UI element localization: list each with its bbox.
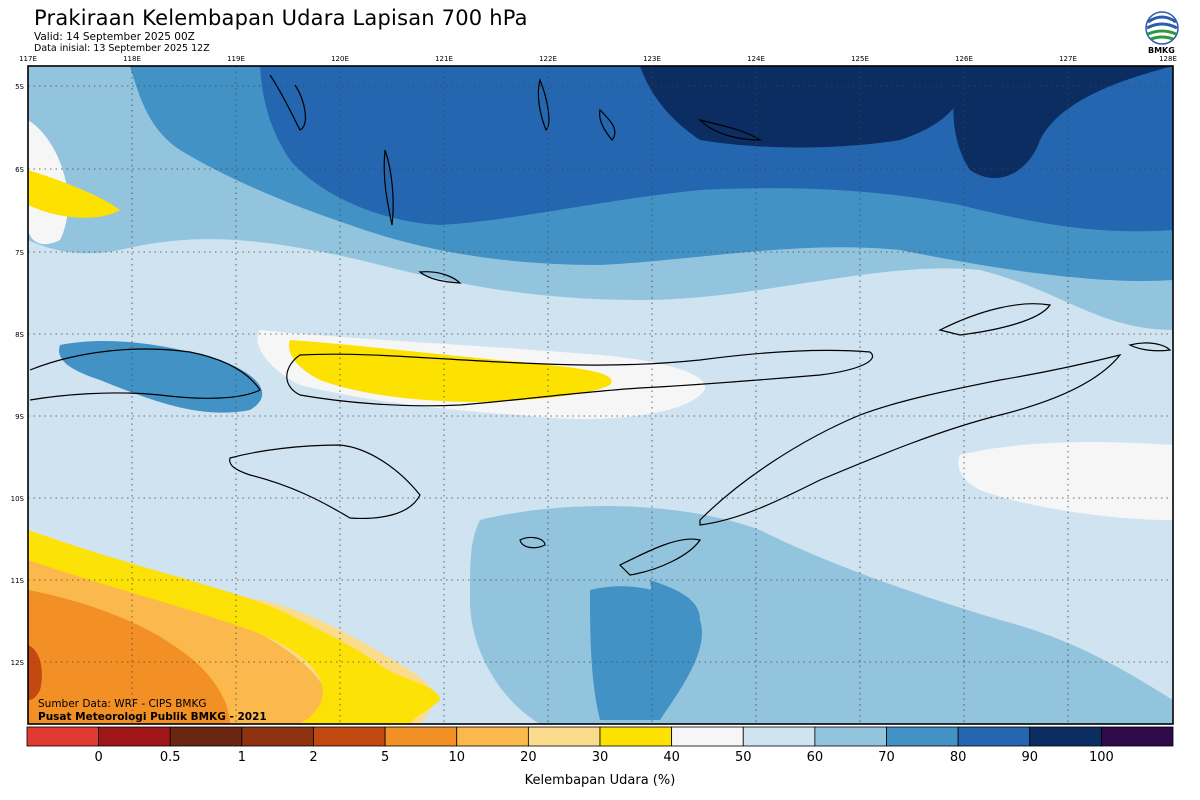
colorbar-tick-label: 50 bbox=[735, 750, 752, 765]
colorbar-tick-label: 100 bbox=[1089, 750, 1114, 765]
colorbar-swatch bbox=[169, 726, 243, 747]
graticule bbox=[28, 66, 1173, 724]
lon-label: 126E bbox=[955, 55, 973, 63]
coastlines bbox=[29, 74, 1172, 576]
colorbar-swatch bbox=[599, 726, 673, 747]
colorbar-title: Kelembapan Udara (%) bbox=[524, 773, 676, 788]
lat-label: 10S bbox=[11, 495, 25, 503]
colorbar-swatch bbox=[527, 726, 601, 747]
lon-label: 117E bbox=[19, 55, 37, 63]
colorbar-swatch bbox=[886, 726, 959, 747]
colorbar bbox=[26, 726, 1174, 747]
colorbar-tick-label: 10 bbox=[448, 750, 465, 765]
colorbar-swatch bbox=[1100, 726, 1174, 747]
colorbar-tick-label: 0.5 bbox=[160, 750, 181, 765]
colorbar-swatch bbox=[384, 726, 458, 747]
lat-label: 12S bbox=[11, 659, 25, 667]
colorbar-tick-label: 20 bbox=[520, 750, 537, 765]
colorbar-tick-label: 0 bbox=[94, 750, 102, 765]
bmkg-logo-icon bbox=[1145, 11, 1179, 45]
lon-label: 123E bbox=[643, 55, 661, 63]
valid-time: Valid: 14 September 2025 00Z bbox=[34, 31, 195, 43]
lon-label: 119E bbox=[227, 55, 245, 63]
lon-labels: 117E 118E 119E 120E 121E 122E 123E 124E … bbox=[19, 55, 1177, 63]
colorbar-swatch bbox=[814, 726, 887, 747]
colorbar-tick-label: 70 bbox=[878, 750, 895, 765]
colorbar-swatch bbox=[957, 726, 1031, 747]
colorbar-swatch bbox=[241, 726, 314, 747]
logo-label: BMKG bbox=[1148, 46, 1175, 55]
colorbar-swatch bbox=[26, 726, 100, 747]
data-source: Sumber Data: WRF - CIPS BMKG bbox=[38, 698, 207, 710]
lon-label: 120E bbox=[331, 55, 349, 63]
colorbar-tick-label: 1 bbox=[238, 750, 246, 765]
lon-label: 121E bbox=[435, 55, 453, 63]
lat-label: 6S bbox=[15, 166, 24, 174]
colorbar-tick-label: 5 bbox=[381, 750, 389, 765]
colorbar-swatch bbox=[456, 726, 529, 747]
colorbar-tick-label: 60 bbox=[807, 750, 824, 765]
lon-label: 125E bbox=[851, 55, 869, 63]
organization-credit: Pusat Meteorologi Publik BMKG - 2021 bbox=[38, 711, 267, 723]
colorbar-tick-label: 2 bbox=[309, 750, 317, 765]
lon-label: 127E bbox=[1059, 55, 1077, 63]
lat-label: 9S bbox=[15, 413, 24, 421]
lat-label: 8S bbox=[15, 331, 24, 339]
lat-label: 11S bbox=[11, 577, 25, 585]
initial-time: Data inisial: 13 September 2025 12Z bbox=[34, 43, 210, 54]
colorbar-swatch bbox=[98, 726, 171, 747]
colorbar-ticks: 0 0.5 1 2 5 10 20 30 40 50 60 70 80 90 100 bbox=[94, 750, 1113, 765]
colorbar-swatch bbox=[313, 726, 386, 747]
colorbar-tick-label: 90 bbox=[1021, 750, 1038, 765]
lon-label: 122E bbox=[539, 55, 557, 63]
lat-label: 5S bbox=[15, 83, 24, 91]
colorbar-swatch bbox=[742, 726, 816, 747]
lon-label: 124E bbox=[747, 55, 765, 63]
colorbar-swatch bbox=[1029, 726, 1102, 747]
colorbar-tick-label: 30 bbox=[592, 750, 609, 765]
map-frame bbox=[27, 65, 1174, 725]
lon-label: 128E bbox=[1159, 55, 1177, 63]
colorbar-tick-label: 40 bbox=[663, 750, 680, 765]
lon-label: 118E bbox=[123, 55, 141, 63]
lat-labels: 5S 6S 7S 8S 9S 10S 11S 12S bbox=[11, 83, 25, 667]
colorbar-swatch bbox=[671, 726, 744, 747]
lat-label: 7S bbox=[15, 249, 24, 257]
humidity-fields bbox=[28, 66, 1173, 724]
colorbar-tick-label: 80 bbox=[950, 750, 967, 765]
map-title: Prakiraan Kelembapan Udara Lapisan 700 h… bbox=[34, 6, 528, 30]
